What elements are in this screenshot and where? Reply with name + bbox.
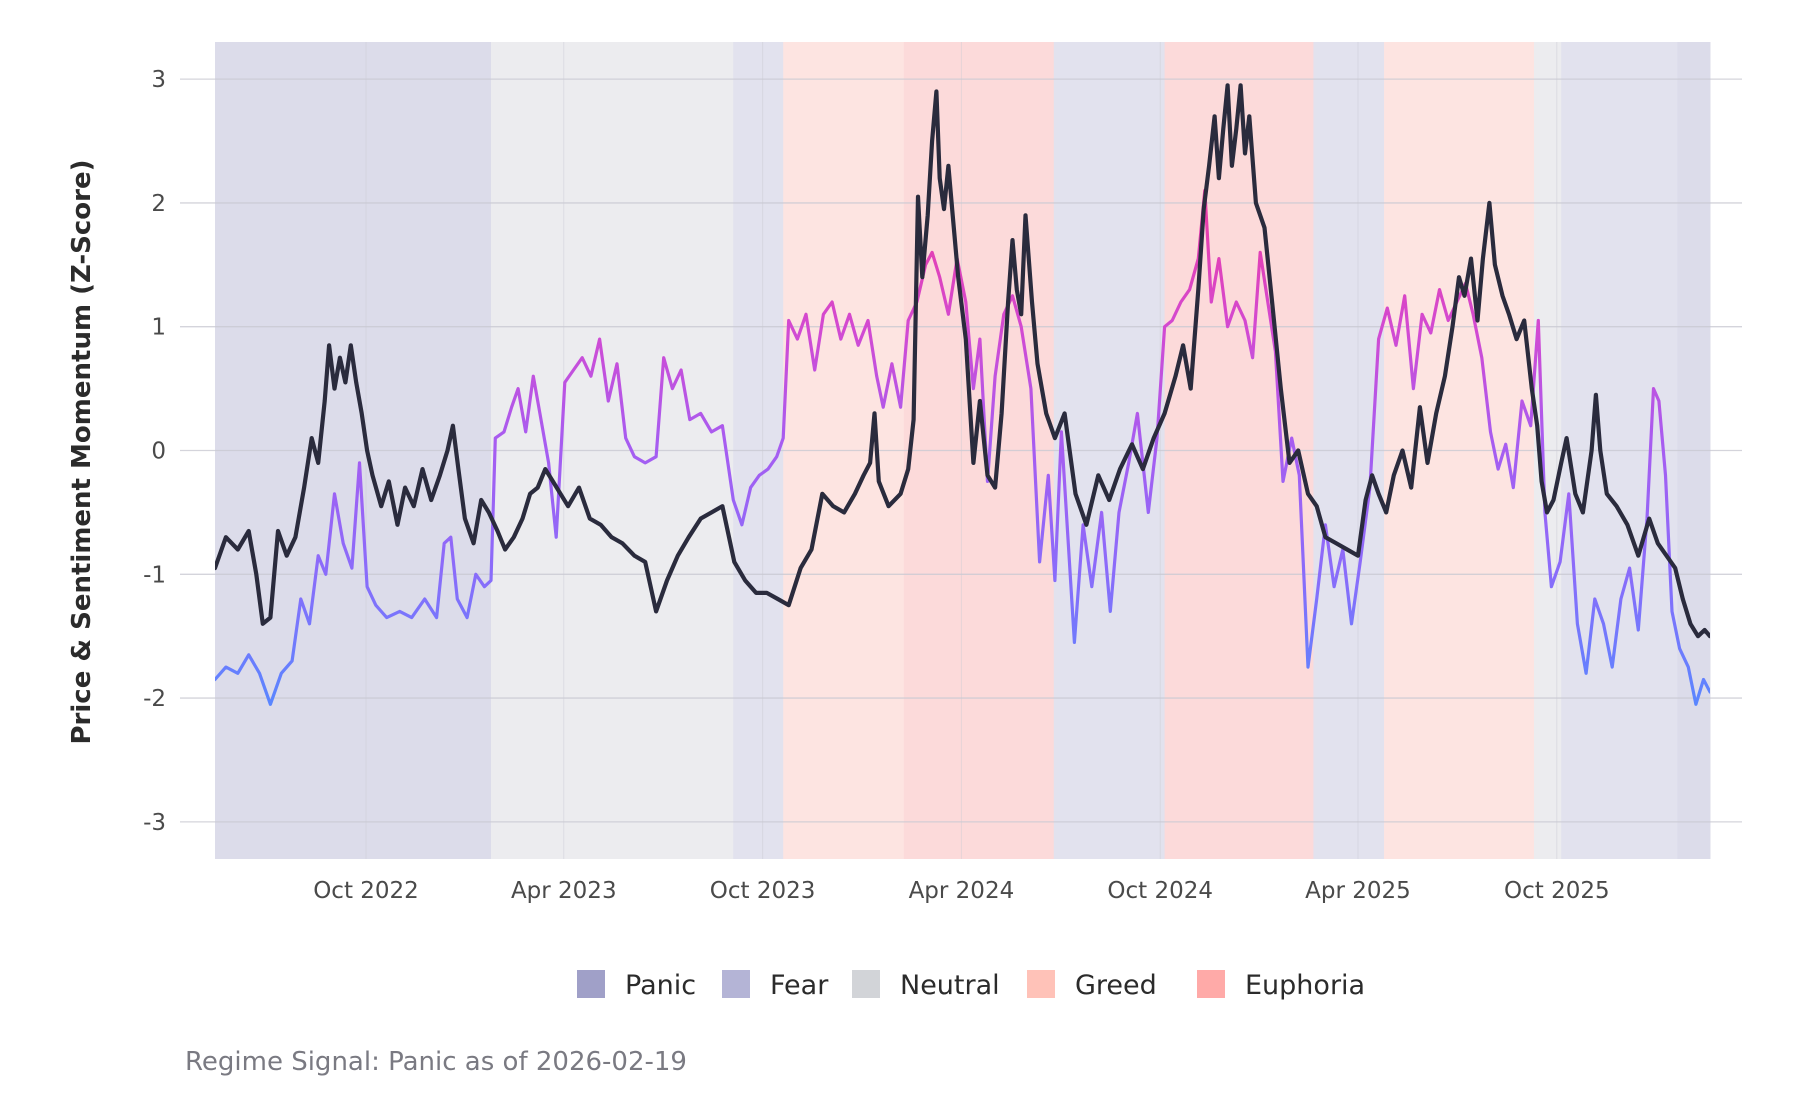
legend-swatch [722, 970, 750, 998]
y-axis-label: Price & Sentiment Momentum (Z-Score) [67, 160, 97, 745]
y-tick-label: 2 [151, 191, 166, 217]
x-tick-label: Oct 2023 [710, 878, 816, 904]
legend-label: Greed [1075, 970, 1157, 1001]
legend-swatch [577, 970, 605, 998]
x-tick-label: Oct 2025 [1504, 878, 1610, 904]
legend-label: Fear [770, 970, 829, 1001]
legend-label: Euphoria [1245, 970, 1365, 1001]
legend-item-euphoria: Euphoria [1197, 970, 1365, 1001]
x-tick-labels: Oct 2022 Apr 2023 Oct 2023 Apr 2024 Oct 2024… [313, 878, 1609, 904]
price-momentum-line [215, 83, 1710, 639]
legend-item-panic: Panic [577, 970, 696, 1001]
y-tick-label: 3 [151, 67, 166, 93]
legend-swatch [852, 970, 880, 998]
legend-item-fear: Fear [722, 970, 829, 1001]
y-tick-label: 1 [151, 315, 166, 341]
x-tick-label: Oct 2024 [1107, 878, 1213, 904]
y-tick-label: -2 [143, 686, 166, 712]
y-tick-labels: -3 -2 -1 0 1 2 3 [143, 67, 166, 836]
legend-label: Neutral [900, 970, 1000, 1001]
legend-label: Panic [625, 970, 696, 1001]
sentiment-momentum-line [215, 188, 1710, 706]
legend-item-greed: Greed [1027, 970, 1157, 1001]
legend-item-neutral: Neutral [852, 970, 1000, 1001]
legend-swatch [1027, 970, 1055, 998]
legend: Panic Fear Neutral Greed Euphoria [577, 970, 1365, 1001]
y-tick-label: -3 [143, 810, 166, 836]
series-layer [215, 83, 1710, 706]
x-tick-label: Oct 2022 [313, 878, 419, 904]
x-tick-label: Apr 2023 [511, 878, 617, 904]
y-tick-label: -1 [143, 562, 166, 588]
caption: Regime Signal: Panic as of 2026-02-19 [185, 1047, 687, 1077]
x-tick-label: Apr 2025 [1305, 878, 1411, 904]
y-tick-label: 0 [151, 439, 166, 465]
legend-swatch [1197, 970, 1225, 998]
x-tick-label: Apr 2024 [909, 878, 1015, 904]
